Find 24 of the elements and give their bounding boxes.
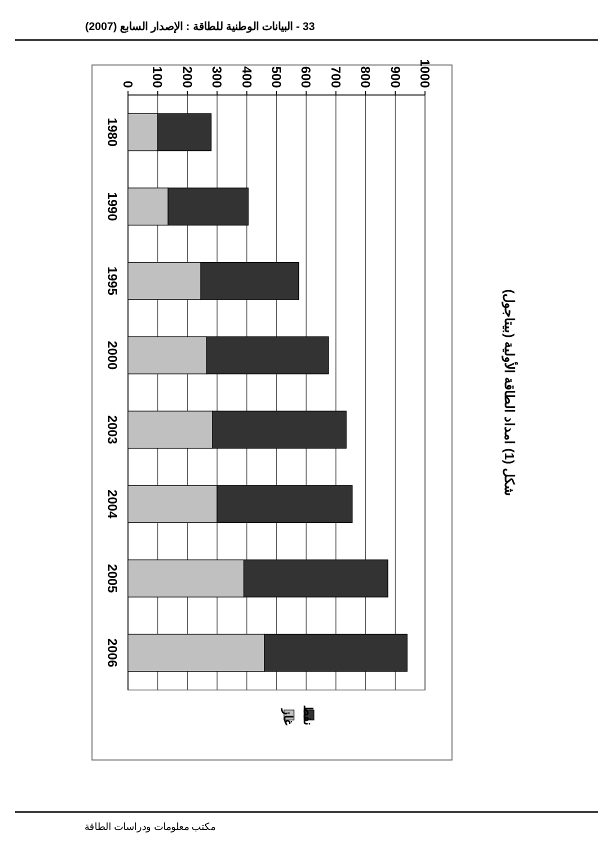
x-tick-label: 100 <box>150 66 166 88</box>
text: مكتب معلومات ودراسات الطاقة <box>84 822 216 833</box>
text: نفط <box>300 705 315 725</box>
x-tick-label: 900 <box>388 66 403 88</box>
text: غاز <box>280 708 295 726</box>
y-tick-label: 2004 <box>105 490 120 520</box>
y-tick-label: 2000 <box>105 340 120 370</box>
y-tick-label: 2005 <box>105 564 120 593</box>
text: 33 - البيانات الوطنية للطاقة : الإصدار السابع (2007) <box>85 21 315 34</box>
y-tick-label: 1995 <box>105 266 120 296</box>
x-tick-label: 300 <box>210 66 225 88</box>
x-tick-label: 200 <box>180 66 195 88</box>
y-tick-label: 1980 <box>105 118 120 147</box>
x-tick-label: 1000 <box>417 59 432 88</box>
x-tick-label: 500 <box>268 66 284 88</box>
y-tick-label: 2003 <box>105 415 120 444</box>
x-tick-label: 0 <box>120 80 136 88</box>
text: شكل (1) امداد الطاقة الأولية (بيتاجول) <box>501 289 518 496</box>
y-tick-label: 1990 <box>105 192 120 222</box>
x-tick-label: 800 <box>358 66 374 88</box>
x-tick-label: 700 <box>328 66 344 88</box>
y-tick-label: 2006 <box>105 638 120 668</box>
x-tick-label: 600 <box>298 66 314 88</box>
x-tick-label: 400 <box>239 66 254 88</box>
